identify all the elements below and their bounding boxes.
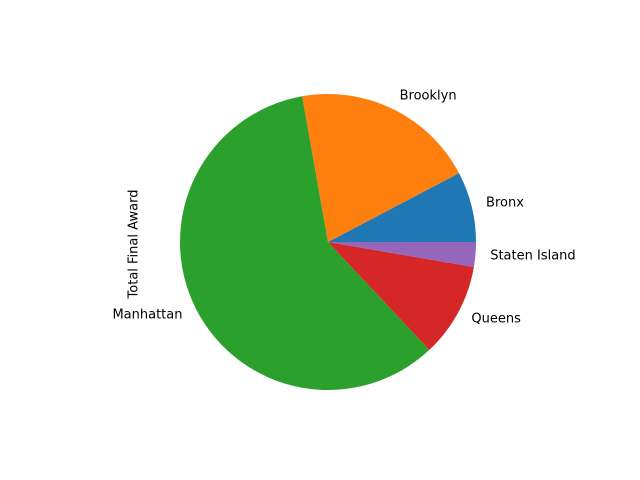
- pie-slice-brooklyn: [302, 93, 460, 242]
- pie-labels: Bronx Brooklyn Manhattan Queens Staten Islan…: [112, 88, 575, 326]
- pie-slices: [180, 93, 476, 390]
- pie-label-manhattan: Manhattan: [112, 308, 182, 323]
- pie-label-staten-island: Staten Island: [490, 248, 575, 263]
- pie-label-bronx: Bronx: [486, 196, 524, 211]
- pie-label-queens: Queens: [471, 312, 521, 327]
- pie-label-brooklyn: Brooklyn: [400, 88, 457, 103]
- y-axis-label: Total Final Award: [127, 190, 142, 300]
- pie-slice-staten-island: [328, 242, 476, 267]
- pie-slice-manhattan: [180, 96, 430, 390]
- pie-slice-queens: [328, 242, 474, 350]
- pie-slice-bronx: [328, 173, 476, 242]
